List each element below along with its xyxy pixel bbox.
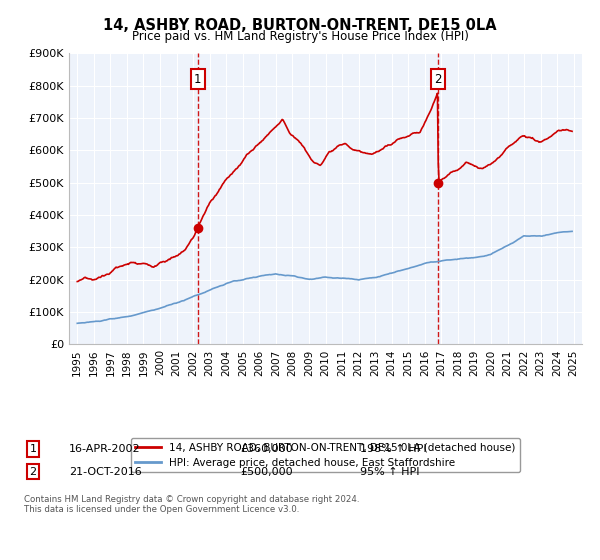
- Text: 198% ↑ HPI: 198% ↑ HPI: [360, 444, 427, 454]
- Text: 1: 1: [29, 444, 37, 454]
- Legend: 14, ASHBY ROAD, BURTON-ON-TRENT, DE15 0LA (detached house), HPI: Average price, : 14, ASHBY ROAD, BURTON-ON-TRENT, DE15 0L…: [131, 438, 520, 472]
- Text: Price paid vs. HM Land Registry's House Price Index (HPI): Price paid vs. HM Land Registry's House …: [131, 30, 469, 43]
- Text: £360,000: £360,000: [240, 444, 293, 454]
- Text: 16-APR-2002: 16-APR-2002: [69, 444, 140, 454]
- Text: 2: 2: [434, 73, 442, 86]
- Text: 1: 1: [194, 73, 202, 86]
- Text: This data is licensed under the Open Government Licence v3.0.: This data is licensed under the Open Gov…: [24, 505, 299, 514]
- Text: 2: 2: [29, 466, 37, 477]
- Text: Contains HM Land Registry data © Crown copyright and database right 2024.: Contains HM Land Registry data © Crown c…: [24, 495, 359, 504]
- Text: £500,000: £500,000: [240, 466, 293, 477]
- Text: 95% ↑ HPI: 95% ↑ HPI: [360, 466, 419, 477]
- Text: 14, ASHBY ROAD, BURTON-ON-TRENT, DE15 0LA: 14, ASHBY ROAD, BURTON-ON-TRENT, DE15 0L…: [103, 18, 497, 33]
- Text: 21-OCT-2016: 21-OCT-2016: [69, 466, 142, 477]
